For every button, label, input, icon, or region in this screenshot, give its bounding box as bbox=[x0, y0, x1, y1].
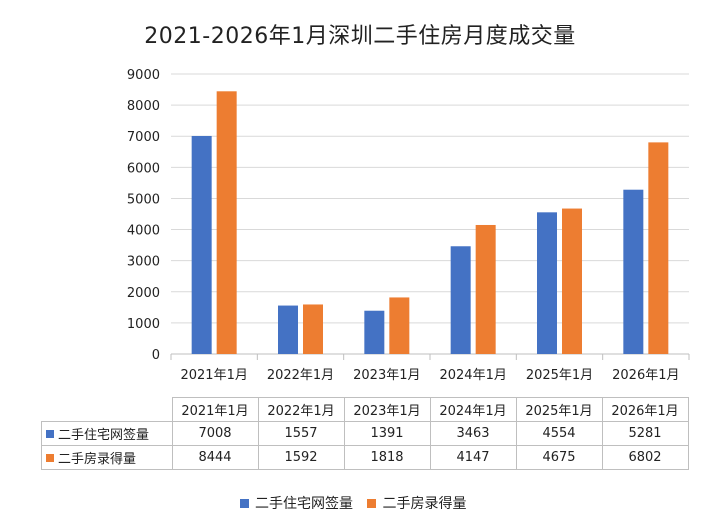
x-tick-label: 2022年1月 bbox=[267, 368, 334, 383]
bar bbox=[562, 208, 582, 354]
legend-swatch bbox=[367, 499, 377, 508]
x-tick-label: 2025年1月 bbox=[526, 368, 593, 383]
data-table-cell: 4675 bbox=[515, 445, 603, 470]
y-tick-label: 6000 bbox=[127, 161, 160, 176]
data-table-col-header: 2026年1月 bbox=[601, 397, 689, 422]
bar-chart: 0 1000 2000 3000 4000 5000 6000 7000 8000 9000 202… bbox=[127, 68, 690, 383]
data-table: 2021年1月 2022年1月 2023年1月 2024年1月 2025年1月 … bbox=[41, 397, 689, 470]
legend-swatch bbox=[240, 499, 249, 508]
x-tick-label: 2026年1月 bbox=[612, 368, 679, 383]
bar bbox=[278, 305, 298, 354]
series-name: 二手住宅网签量 bbox=[58, 428, 150, 443]
data-table-col-header: 2022年1月 bbox=[257, 397, 345, 422]
bar bbox=[450, 246, 471, 354]
data-table-cell: 4147 bbox=[429, 445, 517, 470]
y-tick-label: 2000 bbox=[127, 286, 160, 301]
y-tick-label: 0 bbox=[152, 348, 160, 363]
data-table-row: 二手房录得量 8444 1592 1818 4147 4675 6802 bbox=[41, 445, 689, 470]
y-tick-label: 5000 bbox=[127, 192, 160, 207]
bar bbox=[537, 212, 557, 354]
x-tick-label: 2021年1月 bbox=[180, 368, 247, 383]
series-color-swatch bbox=[46, 430, 54, 438]
y-tick-label: 3000 bbox=[127, 255, 160, 270]
data-table-cell: 8444 bbox=[171, 445, 259, 470]
legend-item: 二手住宅网签量 bbox=[240, 493, 353, 513]
y-tick-label: 1000 bbox=[127, 317, 160, 332]
bar bbox=[475, 224, 496, 354]
data-table-cell: 5281 bbox=[601, 421, 689, 446]
y-tick-label: 7000 bbox=[127, 130, 160, 145]
data-table-cell: 7008 bbox=[171, 421, 259, 446]
data-table-row-header: 二手房录得量 bbox=[41, 445, 173, 470]
series-name: 二手房录得量 bbox=[58, 452, 137, 467]
data-table-col-header: 2024年1月 bbox=[429, 397, 517, 422]
x-tick-label: 2024年1月 bbox=[439, 368, 506, 383]
bar bbox=[216, 91, 237, 354]
data-table-cell: 1592 bbox=[257, 445, 345, 470]
data-table-cell: 6802 bbox=[601, 445, 689, 470]
data-table-col-header: 2025年1月 bbox=[515, 397, 603, 422]
bar bbox=[191, 135, 212, 354]
data-table-cell: 1557 bbox=[257, 421, 345, 446]
data-table-cell: 3463 bbox=[429, 421, 517, 446]
bar bbox=[364, 310, 385, 354]
data-table-cell: 1818 bbox=[343, 445, 431, 470]
y-tick-label: 8000 bbox=[127, 99, 160, 114]
bar bbox=[623, 189, 644, 354]
data-table-col-header: 2021年1月 bbox=[171, 397, 259, 422]
bar bbox=[389, 297, 410, 354]
legend-item: 二手房录得量 bbox=[367, 493, 466, 513]
data-table-row-header: 二手住宅网签量 bbox=[41, 421, 173, 446]
data-table-col-header: 2023年1月 bbox=[343, 397, 431, 422]
x-tick-label: 2023年1月 bbox=[353, 368, 420, 383]
data-table-corner bbox=[41, 397, 173, 422]
data-table-row: 二手住宅网签量 7008 1557 1391 3463 4554 5281 bbox=[41, 421, 689, 446]
bar bbox=[648, 142, 669, 354]
chart-title: 2021-2026年1月深圳二手住房月度成交量 bbox=[144, 24, 576, 49]
bar bbox=[303, 304, 323, 354]
y-tick-label: 4000 bbox=[127, 224, 160, 239]
series-color-swatch bbox=[46, 454, 54, 462]
y-tick-label: 9000 bbox=[127, 68, 160, 83]
data-table-header-row: 2021年1月 2022年1月 2023年1月 2024年1月 2025年1月 … bbox=[41, 397, 689, 422]
chart-legend: 二手住宅网签量 二手房录得量 bbox=[240, 493, 476, 513]
legend-label: 二手住宅网签量 bbox=[255, 496, 353, 512]
legend-label: 二手房录得量 bbox=[382, 496, 467, 512]
data-table-cell: 1391 bbox=[343, 421, 431, 446]
data-table-cell: 4554 bbox=[515, 421, 603, 446]
